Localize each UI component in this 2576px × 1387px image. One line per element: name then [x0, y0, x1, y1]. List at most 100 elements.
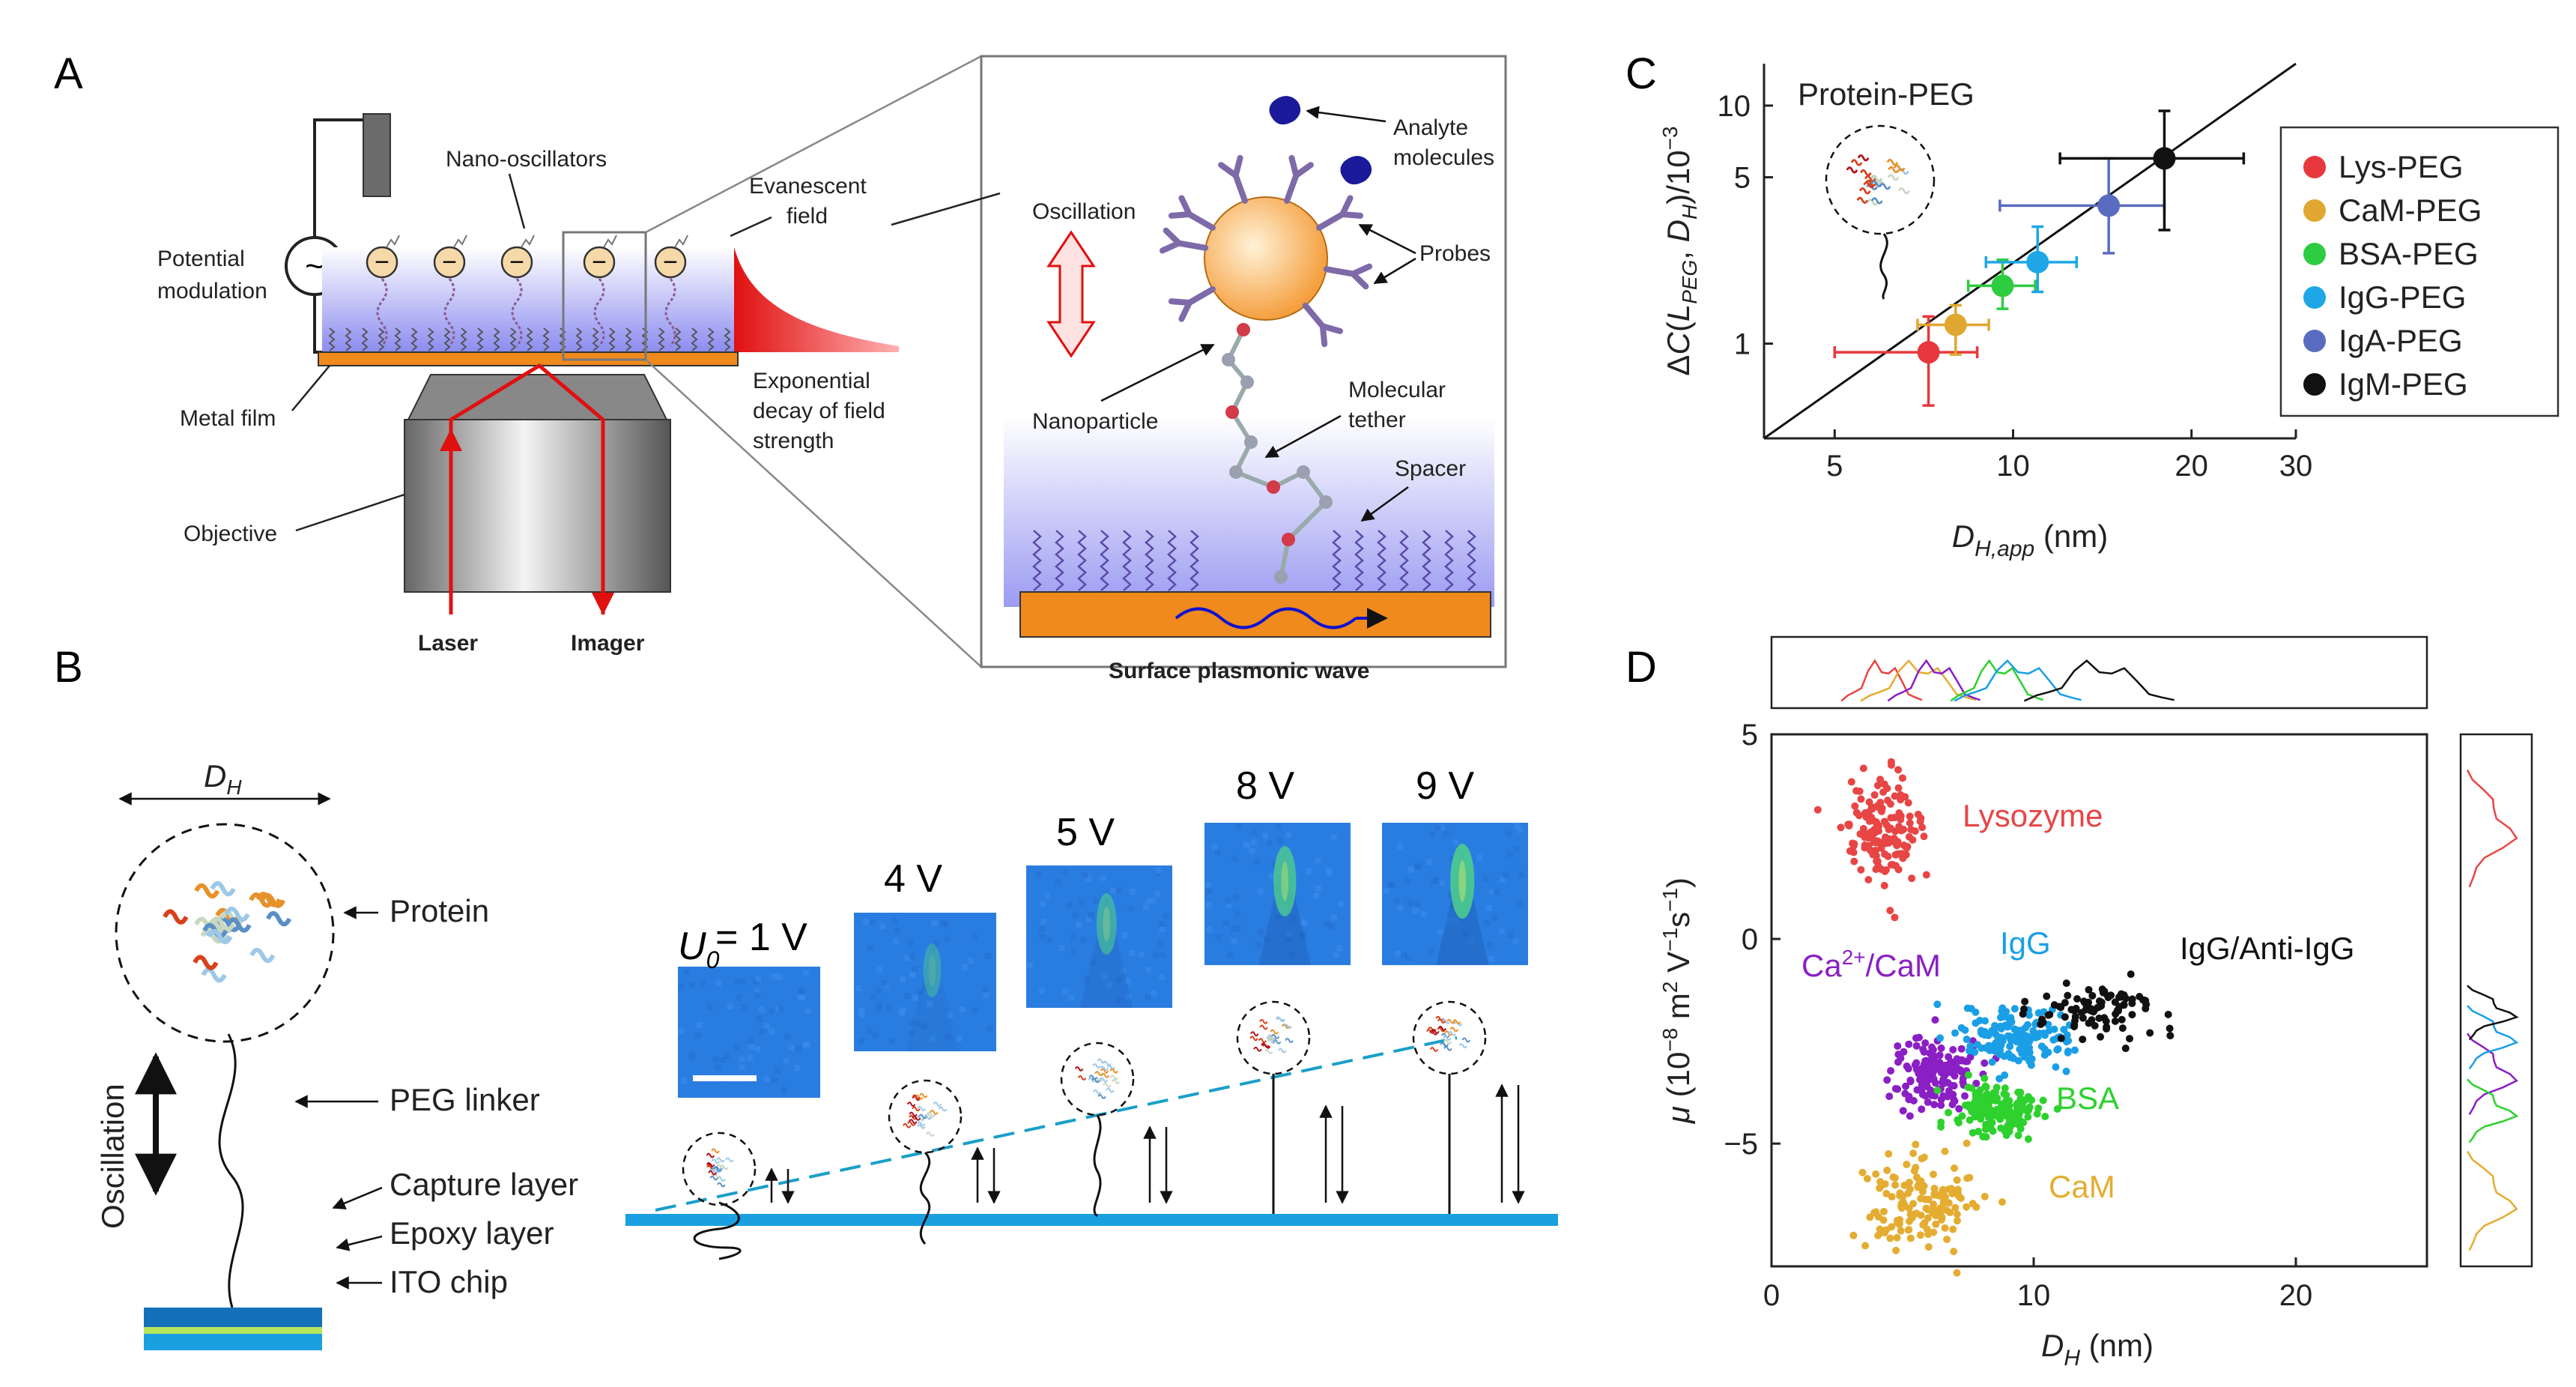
scatter-point — [1957, 1057, 1966, 1065]
scatter-point — [1902, 1082, 1910, 1090]
probe-icon — [1323, 263, 1373, 290]
scatter-point — [2071, 1017, 2079, 1025]
x-tick-label: 10 — [2017, 1279, 2051, 1312]
protein-structure-icon — [163, 880, 292, 983]
legend-marker — [2303, 199, 2326, 222]
scatter-point — [1924, 1243, 1933, 1251]
cluster-label: IgG — [2000, 925, 2051, 961]
scatter-point — [1937, 1096, 1945, 1104]
spacer-molecule — [1377, 530, 1387, 591]
scatter-point — [1950, 1248, 1958, 1256]
y-tick-label: 5 — [1734, 162, 1751, 195]
tether-bead — [1229, 465, 1243, 479]
protein-peg-icon — [1825, 124, 1936, 235]
scatter-point — [1963, 1004, 1972, 1012]
scatter-point — [2010, 1025, 2019, 1033]
scatter-point — [1948, 1189, 1957, 1197]
cluster-ca2-cam — [1883, 1016, 2000, 1120]
scatter-point — [2007, 1014, 2015, 1022]
scatter-point — [1876, 1225, 1884, 1233]
scatter-point — [1928, 1206, 1936, 1214]
scatter-point — [1891, 850, 1900, 859]
scatter-point — [1942, 1206, 1951, 1215]
legend-label: IgA-PEG — [2339, 323, 2463, 358]
scatter-point — [2023, 1021, 2031, 1029]
scatter-point — [1949, 1225, 1957, 1233]
scatter-point — [1987, 1093, 1995, 1102]
spacer-mark — [559, 327, 566, 351]
protein-structure-icon — [706, 1148, 734, 1188]
chart-c-title: Protein-PEG — [1798, 76, 1975, 112]
cluster-bsa — [1933, 1071, 2061, 1143]
scatter-point — [1981, 1031, 1989, 1039]
scatter-point — [1889, 1173, 1897, 1181]
scatter-point — [2100, 1014, 2109, 1022]
x-axis-label: DH (nm) — [2041, 1328, 2154, 1371]
probe-icon — [1218, 154, 1248, 204]
scatter-point — [1930, 1200, 1938, 1209]
scatter-point — [1951, 1164, 1959, 1173]
scatter-point — [2073, 994, 2082, 1003]
scatter-point — [2010, 1054, 2018, 1063]
spacer-molecule — [1467, 530, 1476, 591]
scatter-point — [1892, 1246, 1900, 1254]
probe-icon — [1168, 195, 1216, 231]
scatter-point — [1884, 852, 1892, 860]
charge-symbol: − — [375, 248, 390, 277]
marginal-y-curve — [2466, 1033, 2518, 1116]
label-nano-oscillators: Nano-oscillators — [446, 147, 607, 172]
scatter-point — [1966, 1116, 1974, 1124]
scatter-point — [2064, 991, 2072, 1000]
scatter-point — [1976, 1086, 1984, 1094]
scatter-point — [2104, 994, 2112, 1002]
scatter-point — [1963, 1203, 1971, 1211]
nano-oscillator: − — [500, 235, 535, 347]
scatter-point — [1937, 1102, 1945, 1110]
scatter-point — [1954, 1119, 1963, 1127]
scatter-point — [1899, 1192, 1907, 1200]
label-exponential: Exponential — [753, 369, 870, 393]
label-nanoparticle: Nanoparticle — [1032, 409, 1158, 434]
scatter-point — [2061, 1013, 2069, 1021]
scatter-point — [1912, 1164, 1920, 1172]
scatter-point — [1914, 810, 1922, 818]
scatter-point — [2128, 1011, 2136, 1019]
scatter-point — [1958, 1112, 1966, 1120]
scatter-point — [1951, 1029, 1960, 1037]
scatter-point — [2033, 1110, 2041, 1118]
scatter-point — [1846, 847, 1854, 855]
scatter-point — [2052, 1063, 2060, 1072]
scatter-point — [2103, 1023, 2111, 1031]
scatter-point — [1972, 1079, 1981, 1087]
scatter-point — [1970, 1100, 1978, 1108]
substrate-line — [625, 1214, 1558, 1226]
label-molecular: Molecular — [1348, 378, 1446, 402]
scatter-point — [1921, 1039, 1930, 1047]
scatter-point — [1867, 847, 1876, 856]
scatter-point — [1966, 1053, 1975, 1061]
marginal-y-curve — [2467, 985, 2519, 1041]
scatter-point — [1991, 1021, 1999, 1030]
legend-label: BSA-PEG — [2339, 236, 2479, 271]
scatter-point — [1851, 802, 1859, 810]
protein-structure-icon — [1846, 154, 1910, 206]
scatter-point — [1857, 865, 1865, 874]
label-evanescent: Evanescent — [749, 174, 867, 199]
tether-bead — [1319, 495, 1333, 509]
scatter-point — [2166, 1024, 2174, 1033]
right-marginal-frame — [2459, 733, 2533, 1268]
label-decay: decay of field — [753, 399, 885, 423]
spacer-mark — [674, 327, 682, 351]
plot-frame — [1770, 733, 2428, 1268]
marginal-x-curve — [1840, 659, 1923, 702]
scatter-point — [1865, 817, 1873, 825]
scatter-point — [1918, 824, 1927, 832]
protein-structure-icon — [1425, 1015, 1470, 1052]
legend-label: IgG-PEG — [2339, 279, 2466, 315]
scatter-point — [1850, 857, 1858, 865]
scatter-point — [1899, 1107, 1907, 1115]
objective-top — [407, 374, 668, 420]
sensor-image — [1382, 823, 1528, 965]
scatter-point — [1932, 1220, 1940, 1228]
voltage-label-9: 9 V — [1416, 764, 1474, 808]
